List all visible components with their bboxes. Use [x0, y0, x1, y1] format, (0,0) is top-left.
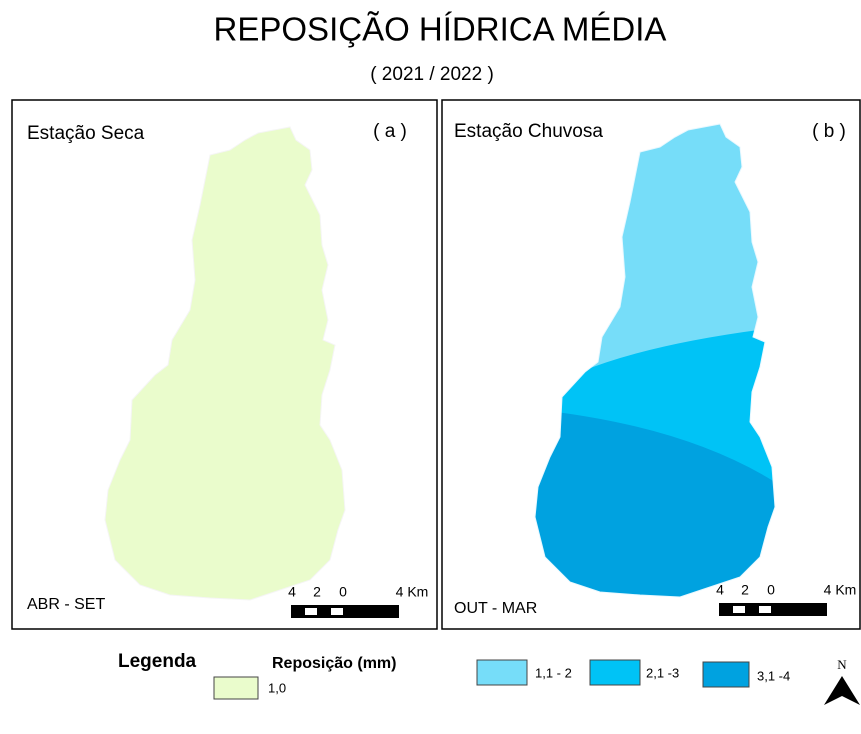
zone — [535, 407, 775, 597]
panel-period: OUT - MAR — [454, 600, 537, 617]
legend-title: Legenda — [118, 651, 197, 672]
north-arrow — [824, 676, 860, 705]
scale-bar-white — [305, 608, 317, 615]
panel-label: ( b ) — [812, 121, 846, 142]
scale-label: 0 — [767, 582, 775, 598]
scale-bar: 4 2 0 4 Km — [288, 584, 428, 618]
panel-title: Estação Seca — [27, 123, 145, 144]
panel-label: ( a ) — [373, 121, 407, 142]
subtitle: ( 2021 / 2022 ) — [370, 64, 494, 85]
legend-label: 1,1 - 2 — [535, 665, 572, 680]
panel-title: Estação Chuvosa — [454, 121, 603, 142]
panel-period: ABR - SET — [27, 596, 105, 613]
legend-swatch — [702, 661, 750, 688]
scale-label: 4 — [716, 582, 724, 598]
legend-swatch — [589, 659, 641, 686]
scale-bar-black — [719, 603, 827, 616]
scale-label: 4 Km — [824, 582, 857, 598]
panel-frame — [11, 99, 438, 630]
panel-frame — [441, 99, 861, 630]
scale-label: 4 — [288, 584, 296, 600]
scale-label: 2 — [313, 584, 321, 600]
region-map-zones — [534, 123, 776, 598]
legend-swatch — [213, 676, 259, 700]
scale-bar-white — [331, 608, 343, 615]
scale-bar-black — [291, 605, 399, 618]
legend-label: 3,1 -4 — [757, 668, 790, 683]
region-map — [104, 126, 346, 601]
legend-subtitle: Reposição (mm) — [272, 655, 396, 672]
scale-bar-white — [733, 606, 745, 613]
legend-label: 2,1 -3 — [646, 665, 679, 680]
north-label: N — [837, 657, 847, 672]
legend-label: 1,0 — [268, 680, 286, 695]
legend-swatch — [476, 659, 528, 686]
scale-bar: 4 2 0 4 Km — [716, 582, 856, 616]
scale-label: 0 — [339, 584, 347, 600]
title: REPOSIÇÃO HÍDRICA MÉDIA — [214, 11, 667, 48]
scale-bar-white — [759, 606, 771, 613]
scale-label: 4 Km — [396, 584, 429, 600]
zone — [535, 124, 775, 377]
scale-label: 2 — [741, 582, 749, 598]
